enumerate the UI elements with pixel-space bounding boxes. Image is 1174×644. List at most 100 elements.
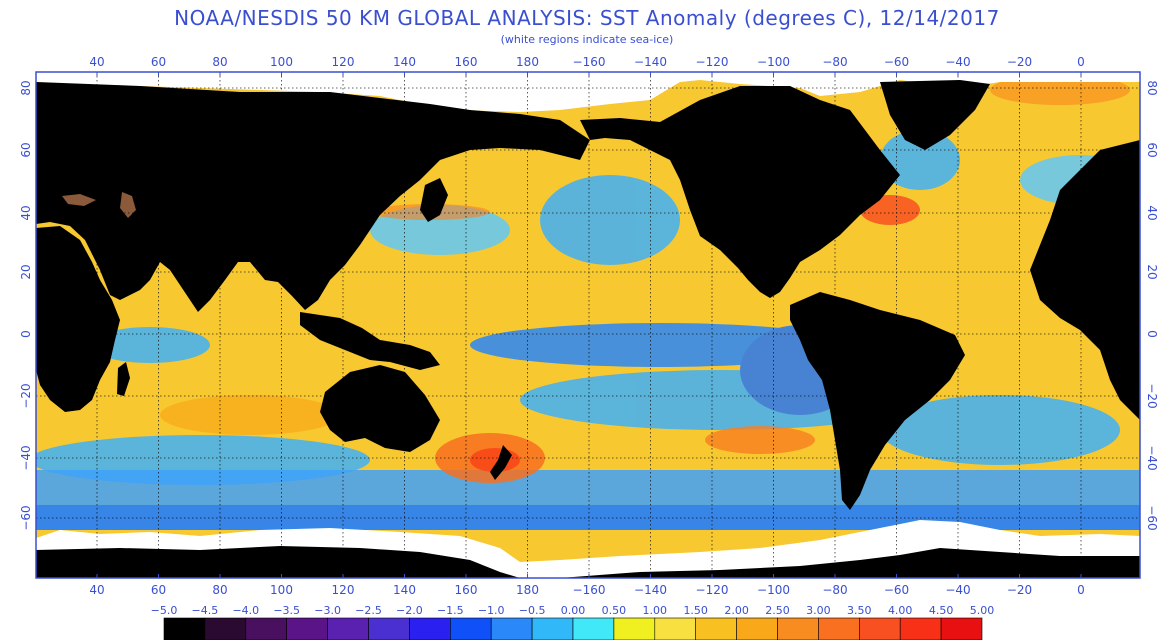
lon-tick-label-bottom: −80: [822, 583, 847, 597]
colorbar-tick-label: 4.00: [888, 604, 913, 617]
colorbar-tick-label: 4.50: [929, 604, 954, 617]
lon-axis-top: 40 60 80 100 120 140 160 180 −160 −140 −120 −100 −80…: [89, 55, 1085, 76]
land-europe-africa-east: [1030, 140, 1140, 420]
lon-tick-label-top: 100: [270, 55, 293, 69]
lon-tick-label-top: −160: [573, 55, 606, 69]
lat-tick-label-right: 60: [1145, 142, 1159, 157]
colorbar-tick-label: 5.00: [970, 604, 995, 617]
lat-tick-label-right: 80: [1145, 80, 1159, 95]
land-africa: [36, 226, 120, 412]
land-greenland: [880, 80, 990, 150]
lon-tick-label-bottom: 120: [332, 583, 355, 597]
colorbar-tick-label: −2.0: [396, 604, 423, 617]
colorbar-swatch: [327, 617, 369, 641]
colorbar-tick-label: −1.5: [437, 604, 464, 617]
lon-tick-label-top: 160: [455, 55, 478, 69]
colorbar-tick-label: 2.50: [765, 604, 790, 617]
lon-tick-label-top: 80: [212, 55, 227, 69]
lat-tick-label-right: 0: [1145, 330, 1159, 338]
lat-tick-label-right: −20: [1145, 383, 1159, 408]
colorbar-tick-label: −3.5: [273, 604, 300, 617]
colorbar-swatch: [449, 617, 492, 641]
colorbar-tick-label: −2.5: [355, 604, 382, 617]
lat-tick-label-left: 0: [19, 330, 33, 338]
lon-tick-label-bottom: −120: [696, 583, 729, 597]
colorbar-swatch: [409, 617, 451, 641]
lat-tick-label-left: −40: [19, 445, 33, 470]
lat-axis-right: 80 60 40 20 0 −20 −40 −60: [1145, 80, 1159, 530]
lat-tick-label-right: −60: [1145, 505, 1159, 530]
colorbar: [163, 617, 983, 641]
lon-tick-label-top: −120: [696, 55, 729, 69]
colorbar-swatch: [490, 617, 533, 641]
lat-tick-label-left: 60: [19, 142, 33, 157]
map-plot-area: [36, 72, 1140, 578]
land-australia: [320, 365, 440, 452]
lon-tick-label-bottom: −160: [573, 583, 606, 597]
colorbar-swatch: [940, 617, 983, 641]
colorbar-tick-label: 3.00: [806, 604, 831, 617]
lon-tick-label-top: −80: [822, 55, 847, 69]
lat-tick-label-right: 20: [1145, 264, 1159, 279]
lon-tick-label-top: 140: [393, 55, 416, 69]
land-maritime-se-asia: [300, 312, 440, 370]
lat-tick-label-right: −40: [1145, 445, 1159, 470]
lon-tick-label-bottom: −140: [634, 583, 667, 597]
lon-tick-label-top: 40: [89, 55, 104, 69]
lat-tick-label-left: 40: [19, 205, 33, 220]
colorbar-swatch: [163, 617, 206, 641]
lon-tick-label-bottom: 80: [212, 583, 227, 597]
lon-tick-label-bottom: 40: [89, 583, 104, 597]
lon-tick-label-top: −20: [1007, 55, 1032, 69]
lon-tick-label-top: 120: [332, 55, 355, 69]
land-eurasia: [36, 82, 590, 312]
lon-axis-bottom: 40 60 80 100 120 140 160 180 −160 −140 −120 −100 −80…: [89, 574, 1085, 597]
colorbar-tick-label: 1.00: [643, 604, 668, 617]
colorbar-tick-label: −4.0: [232, 604, 259, 617]
colorbar-swatch: [368, 617, 410, 641]
colorbar-tick-label: 1.50: [683, 604, 708, 617]
lon-tick-label-top: −140: [634, 55, 667, 69]
land-masses: [36, 80, 1140, 578]
colorbar-swatch: [204, 617, 247, 641]
colorbar-tick-label: 0.50: [602, 604, 627, 617]
colorbar-tick-label: −0.5: [519, 604, 546, 617]
colorbar-swatch: [736, 617, 778, 641]
lon-tick-label-bottom: 160: [455, 583, 478, 597]
lon-tick-label-bottom: −100: [757, 583, 790, 597]
colorbar-tick-label: −5.0: [151, 604, 178, 617]
colorbar-swatch: [858, 617, 901, 641]
map-frame: [35, 71, 1141, 579]
lon-tick-label-bottom: −20: [1007, 583, 1032, 597]
land-madagascar: [117, 362, 130, 396]
lon-tick-label-top: −40: [945, 55, 970, 69]
aral-sea: [120, 192, 136, 218]
colorbar-tick-label: −1.0: [478, 604, 505, 617]
colorbar-swatch: [245, 617, 288, 641]
land-antarctica: [36, 546, 520, 578]
lon-tick-label-bottom: −60: [884, 583, 909, 597]
lon-tick-label-top: 0: [1077, 55, 1085, 69]
land-new-zealand: [490, 445, 512, 480]
colorbar-swatch: [777, 617, 819, 641]
colorbar-labels: −5.0 −4.5 −4.0 −3.5 −3.0 −2.5 −2.0 −1.5 −1.0 −0.5…: [151, 604, 995, 617]
map-subtitle: (white regions indicate sea-ice): [500, 33, 674, 46]
colorbar-tick-label: −4.5: [192, 604, 219, 617]
colorbar-tick-label: 0.00: [561, 604, 586, 617]
graticule: [36, 72, 1140, 578]
lat-tick-label-left: 80: [19, 80, 33, 95]
land-japan: [420, 178, 448, 222]
land-north-america: [580, 86, 900, 298]
lat-tick-label-left: −60: [19, 505, 33, 530]
land-south-america: [790, 292, 965, 510]
colorbar-tick-label: 3.50: [847, 604, 872, 617]
colorbar-swatch: [531, 617, 574, 641]
lon-tick-label-bottom: 60: [151, 583, 166, 597]
lon-tick-label-bottom: 0: [1077, 583, 1085, 597]
lon-tick-label-bottom: −40: [945, 583, 970, 597]
colorbar-swatch: [613, 617, 656, 641]
lon-tick-label-top: 60: [151, 55, 166, 69]
lon-tick-label-bottom: 140: [393, 583, 416, 597]
